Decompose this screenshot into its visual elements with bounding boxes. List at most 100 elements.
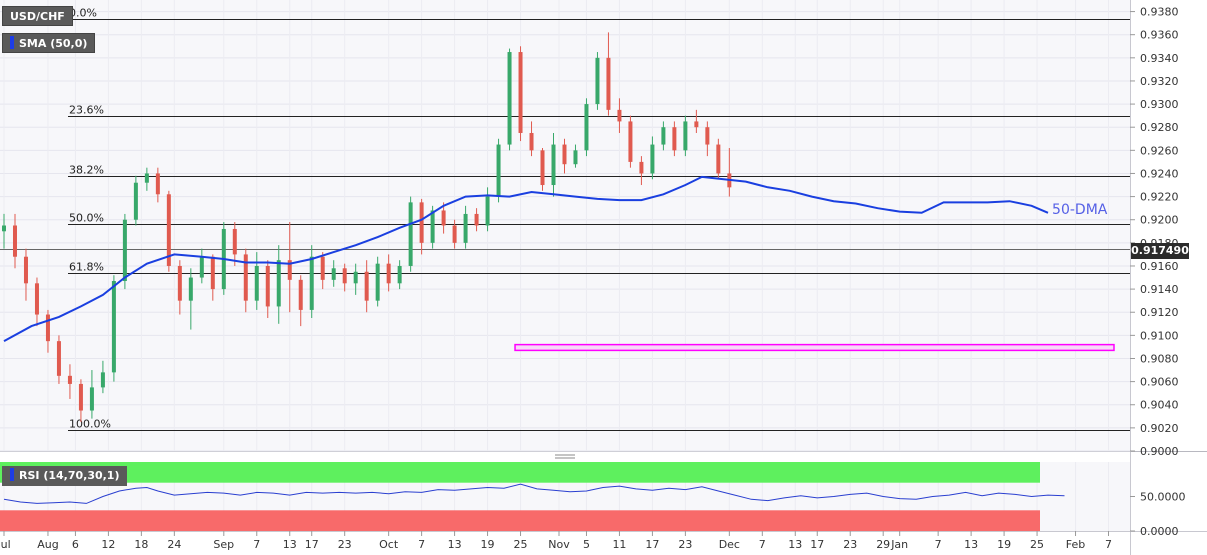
price-tick-label: 0.9140 [1140,283,1179,296]
last-price-badge: 0.917490 [1131,243,1189,259]
candle-body [397,265,402,284]
price-tick-label: 0.9080 [1140,352,1179,365]
time-tick-label: 13 [448,538,462,551]
candle-body [584,104,589,151]
time-tick-label: 23 [843,538,857,551]
time-tick-label: Dec [719,538,740,551]
candle-body [474,213,479,226]
candle-body [485,196,490,226]
price-tick-label: 0.9340 [1140,52,1179,65]
symbol-tag[interactable]: USD/CHF [2,6,73,26]
time-tick-label: Feb [1066,538,1085,551]
candle-body [529,132,534,151]
time-tick-label: 13 [788,538,802,551]
candle-body [628,121,633,162]
candle-body [67,375,72,384]
price-tick-label: 0.9100 [1140,329,1179,342]
separator-handle[interactable] [555,454,575,459]
candle-body [441,210,446,226]
time-tick-label: Oct [379,538,399,551]
rsi-indicator-label: RSI (14,70,30,1) [19,469,120,482]
time-tick-label: 19 [997,538,1011,551]
rsi-line [3,483,1065,504]
time-tick-label: 7 [253,538,260,551]
candle-body [177,265,182,301]
time-tick-label: Nov [548,538,570,551]
time-tick-label: 7 [935,538,942,551]
time-tick-label: 24 [167,538,181,551]
price-tick-label: 0.9260 [1140,144,1179,157]
time-tick-label: 25 [514,538,528,551]
candle-body [188,277,193,301]
time-tick-label: Jul [0,538,11,551]
candle-body [309,256,314,310]
time-tick-label: 23 [338,538,352,551]
time-tick-label: 17 [305,538,319,551]
rsi-tick-label: 0.0000 [1140,525,1179,538]
candle-body [122,219,127,282]
fibonacci-label: 50.0% [69,212,104,225]
candle-body [133,182,138,220]
time-tick-label: Sep [213,538,234,551]
candle-body [320,256,325,280]
candle-body [342,268,347,284]
candle-body [672,127,677,151]
candle-body [562,144,567,165]
candle-body [716,144,721,174]
candle-body [595,57,600,105]
fibonacci-label: 0.0% [69,7,97,20]
candle-body [2,225,6,232]
candle-body [254,265,259,301]
candle-body [705,127,710,145]
candle-body [463,213,468,243]
candle-body [232,228,237,255]
rsi-indicator-tag[interactable]: RSI (14,70,30,1) [2,466,128,486]
candle-body [210,256,215,290]
fibonacci-label: 38.2% [69,164,104,177]
candle-body [551,144,556,186]
time-tick-label: 11 [612,538,626,551]
rsi-color-swatch [10,468,14,481]
candle-body [639,161,644,174]
fibonacci-label: 61.8% [69,261,104,274]
candle-body [34,283,39,315]
candle-body [452,225,457,243]
time-tick-label: 7 [418,538,425,551]
candle-body [199,256,204,278]
candle-body [298,279,303,310]
time-tick-label: 19 [481,538,495,551]
candle-body [276,260,281,307]
rsi-tick-label: 50.0000 [1140,491,1186,504]
candle-body [111,281,116,373]
price-tick-label: 0.9280 [1140,121,1179,134]
sma-line: 50-DMA [3,175,1108,342]
time-tick-label: 13 [964,538,978,551]
support-zone [514,343,1115,352]
price-tick-label: 0.9040 [1140,399,1179,412]
candle-body [144,173,149,183]
candle-body [56,341,61,376]
sma-indicator-tag[interactable]: SMA (50,0) [2,33,96,53]
time-tick-label: 18 [134,538,148,551]
candle-body [166,194,171,266]
time-tick-label: 13 [283,538,297,551]
time-tick-label: 12 [101,538,115,551]
candle-body [78,383,83,411]
candle-body [518,52,523,133]
candle-body [155,173,160,195]
rsi-panel: 50.0000 0.0000 [0,462,1186,538]
candle-body [265,265,270,307]
candle-body [419,202,424,243]
price-tick-label: 0.9160 [1140,260,1179,273]
candle-body [364,271,369,301]
candle-body [45,314,50,342]
price-axis: 0.9000 0.9020 0.9040 0.9060 0.9080 0.9100 0.91… [1130,6,1179,458]
price-tick-label: 0.9200 [1140,214,1179,227]
price-tick-label: 0.9300 [1140,98,1179,111]
candle-body [408,202,413,266]
candle-body [430,210,435,243]
time-tick-label: 6 [72,538,79,551]
price-tick-label: 0.9060 [1140,376,1179,389]
sma-indicator-label: SMA (50,0) [19,37,88,50]
candle-body [507,52,512,145]
